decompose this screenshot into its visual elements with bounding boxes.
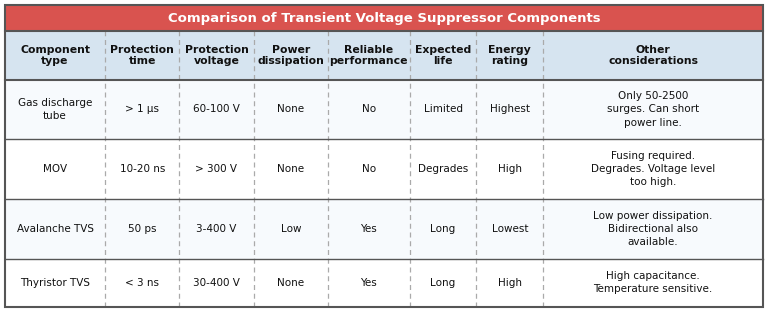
Text: Yes: Yes: [360, 224, 377, 234]
Text: Expected
life: Expected life: [415, 45, 472, 66]
Text: Yes: Yes: [360, 278, 377, 288]
Text: High capacitance.
Temperature sensitive.: High capacitance. Temperature sensitive.: [594, 271, 713, 295]
Text: Energy
rating: Energy rating: [488, 45, 531, 66]
Text: Component
type: Component type: [20, 45, 90, 66]
Bar: [5, 5, 763, 31]
Text: Low: Low: [280, 224, 301, 234]
Text: Long: Long: [431, 278, 455, 288]
Text: > 300 V: > 300 V: [196, 164, 237, 174]
Text: 3-400 V: 3-400 V: [197, 224, 237, 234]
Text: < 3 ns: < 3 ns: [125, 278, 159, 288]
Text: > 1 µs: > 1 µs: [125, 105, 159, 115]
Text: Lowest: Lowest: [492, 224, 528, 234]
Text: Fusing required.
Degrades. Voltage level
too high.: Fusing required. Degrades. Voltage level…: [591, 151, 715, 188]
Text: Comparison of Transient Voltage Suppressor Components: Comparison of Transient Voltage Suppress…: [167, 12, 601, 25]
Bar: [5, 199, 763, 259]
Bar: [5, 259, 763, 307]
Text: None: None: [277, 105, 304, 115]
Text: 50 ps: 50 ps: [128, 224, 157, 234]
Text: Power
dissipation: Power dissipation: [257, 45, 324, 66]
Text: High: High: [498, 278, 521, 288]
Bar: [5, 80, 763, 139]
Text: Limited: Limited: [424, 105, 462, 115]
Text: Degrades: Degrades: [418, 164, 468, 174]
Text: Gas discharge
tube: Gas discharge tube: [18, 98, 92, 121]
Text: None: None: [277, 278, 304, 288]
Text: Avalanche TVS: Avalanche TVS: [17, 224, 94, 234]
Text: High: High: [498, 164, 521, 174]
Text: Highest: Highest: [490, 105, 530, 115]
Text: 10-20 ns: 10-20 ns: [120, 164, 165, 174]
Bar: [5, 31, 763, 80]
Text: None: None: [277, 164, 304, 174]
Text: Only 50-2500
surges. Can short
power line.: Only 50-2500 surges. Can short power lin…: [607, 91, 699, 128]
Bar: [5, 139, 763, 199]
Text: 30-400 V: 30-400 V: [193, 278, 240, 288]
Text: No: No: [362, 105, 376, 115]
Text: Thyristor TVS: Thyristor TVS: [20, 278, 90, 288]
Text: MOV: MOV: [43, 164, 67, 174]
Text: Low power dissipation.
Bidirectional also
available.: Low power dissipation. Bidirectional als…: [594, 211, 713, 247]
Text: Reliable
performance: Reliable performance: [329, 45, 408, 66]
Text: Protection
voltage: Protection voltage: [184, 45, 248, 66]
Text: Other
considerations: Other considerations: [608, 45, 698, 66]
Text: Protection
time: Protection time: [111, 45, 174, 66]
Text: No: No: [362, 164, 376, 174]
Text: Long: Long: [431, 224, 455, 234]
Text: 60-100 V: 60-100 V: [193, 105, 240, 115]
